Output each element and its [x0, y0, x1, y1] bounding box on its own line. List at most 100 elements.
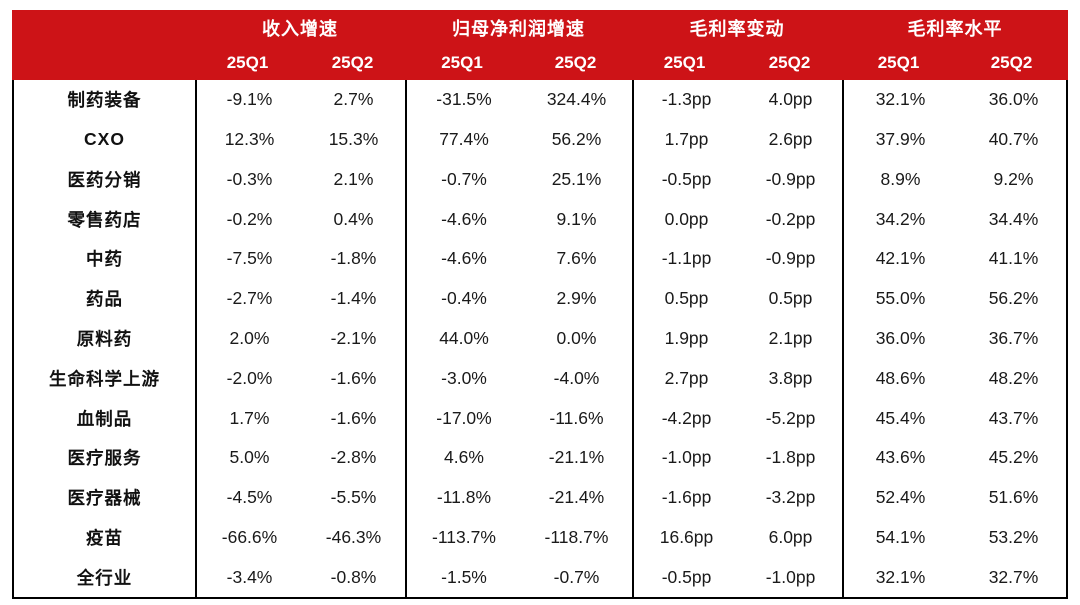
value-cell: -0.4%: [441, 288, 487, 309]
value-cell: -4.6%: [441, 208, 487, 229]
value-cell: -1.1pp: [661, 248, 712, 269]
row-label: 原料药: [14, 318, 197, 359]
value-cell: 0.0%: [521, 318, 634, 359]
value-cell: -2.8%: [302, 437, 407, 478]
value-cell: 4.6%: [444, 447, 484, 468]
value-cell: 2.1%: [302, 159, 407, 200]
value-cell: 48.2%: [988, 367, 1039, 388]
group-header-row: 收入增速 归母净利润增速 毛利率变动 毛利率水平: [12, 10, 1068, 45]
value-cell: 36.7%: [988, 327, 1039, 348]
value-cell: -1.0pp: [661, 447, 712, 468]
value-cell: 8.9%: [880, 168, 921, 189]
value-cell: -113.7%: [432, 526, 496, 547]
value-cell: 1.9pp: [664, 327, 709, 348]
value-cell: 9.1%: [521, 199, 634, 240]
value-cell: -21.1%: [521, 437, 634, 478]
subheader-cell: 25Q2: [331, 52, 374, 72]
value-cell: -31.5%: [436, 89, 492, 110]
value-cell: -0.7%: [521, 557, 634, 597]
table-body: 制药装备 -9.1% 2.7% -31.5% 324.4% -1.3pp 4.0pp 32.1…: [12, 80, 1068, 599]
value-cell: -4.2pp: [661, 407, 712, 428]
row-label: 中药: [14, 239, 197, 279]
row-label: 疫苗: [14, 517, 197, 558]
value-cell: -118.7%: [521, 517, 634, 558]
value-cell: -0.5pp: [661, 168, 712, 189]
value-cell: 54.1%: [875, 526, 926, 547]
value-cell: -11.6%: [521, 398, 634, 438]
value-cell: 3.8pp: [739, 358, 844, 399]
value-cell: -66.6%: [221, 526, 278, 547]
value-cell: 32.1%: [875, 566, 926, 587]
value-cell: 52.4%: [875, 487, 926, 508]
value-cell: -1.4%: [302, 278, 407, 319]
value-cell: -1.8pp: [739, 437, 844, 478]
value-cell: 7.6%: [521, 239, 634, 279]
value-cell: -4.0%: [521, 358, 634, 399]
value-cell: -0.9pp: [739, 239, 844, 279]
value-cell: 0.5pp: [664, 288, 709, 309]
subheader-cell: 25Q2: [990, 52, 1033, 72]
subheader-cell: 25Q2: [768, 52, 811, 72]
value-cell: -21.4%: [521, 477, 634, 518]
value-cell: -9.1%: [226, 89, 273, 110]
value-cell: -1.8%: [302, 239, 407, 279]
value-cell: 34.2%: [875, 208, 926, 229]
subheader-cell: 25Q1: [663, 52, 706, 72]
value-cell: 2.6pp: [739, 119, 844, 160]
value-cell: -0.5pp: [661, 566, 712, 587]
value-cell: 53.2%: [988, 526, 1039, 547]
value-cell: -0.8%: [302, 557, 407, 597]
table-header: 收入增速 归母净利润增速 毛利率变动 毛利率水平 25Q1 25Q2 25Q1 …: [12, 10, 1068, 80]
value-cell: 0.0pp: [664, 208, 709, 229]
value-cell: 55.0%: [875, 288, 926, 309]
value-cell: 16.6pp: [659, 526, 714, 547]
row-label: 药品: [14, 278, 197, 319]
value-cell: 42.1%: [875, 248, 926, 269]
value-cell: 5.0%: [229, 447, 270, 468]
value-cell: 6.0pp: [739, 517, 844, 558]
value-cell: 2.1pp: [739, 318, 844, 359]
value-cell: 2.0%: [229, 327, 270, 348]
value-cell: -2.7%: [226, 288, 273, 309]
value-cell: 48.6%: [875, 367, 926, 388]
value-cell: -5.2pp: [739, 398, 844, 438]
value-cell: 37.9%: [875, 129, 926, 150]
value-cell: 15.3%: [302, 119, 407, 160]
value-cell: 0.4%: [302, 199, 407, 240]
value-cell: 40.7%: [988, 129, 1039, 150]
value-cell: 41.1%: [988, 248, 1039, 269]
group-header-revenue-growth: 收入增速: [262, 18, 338, 39]
subheader-cell: 25Q2: [554, 52, 597, 72]
group-header-gross-margin-level: 毛利率水平: [907, 18, 1003, 39]
subheader-cell: 25Q1: [877, 52, 920, 72]
value-cell: 2.9%: [521, 278, 634, 319]
value-cell: -3.4%: [226, 566, 273, 587]
value-cell: -0.3%: [226, 168, 273, 189]
data-table: 收入增速 归母净利润增速 毛利率变动 毛利率水平 25Q1 25Q2 25Q1 …: [12, 10, 1068, 599]
row-label: 全行业: [14, 557, 197, 597]
group-header-net-profit-growth: 归母净利润增速: [452, 18, 585, 39]
value-cell: 51.6%: [988, 487, 1039, 508]
row-label: 零售药店: [14, 199, 197, 240]
value-cell: -2.0%: [226, 367, 273, 388]
value-cell: -0.2pp: [739, 199, 844, 240]
value-cell: -1.6%: [302, 398, 407, 438]
value-cell: 2.7pp: [664, 367, 709, 388]
row-label: 生命科学上游: [14, 358, 197, 399]
corner-cell: [12, 45, 195, 80]
value-cell: -2.1%: [302, 318, 407, 359]
value-cell: 2.7%: [302, 80, 407, 120]
value-cell: 9.2%: [993, 168, 1034, 189]
value-cell: -1.6%: [302, 358, 407, 399]
row-label: CXO: [14, 119, 197, 160]
value-cell: 34.4%: [988, 208, 1039, 229]
value-cell: 32.1%: [875, 89, 926, 110]
value-cell: 43.6%: [875, 447, 926, 468]
value-cell: -3.2pp: [739, 477, 844, 518]
value-cell: 45.2%: [988, 447, 1039, 468]
value-cell: -5.5%: [302, 477, 407, 518]
value-cell: 36.0%: [988, 89, 1039, 110]
value-cell: 43.7%: [988, 407, 1039, 428]
value-cell: 32.7%: [988, 566, 1039, 587]
